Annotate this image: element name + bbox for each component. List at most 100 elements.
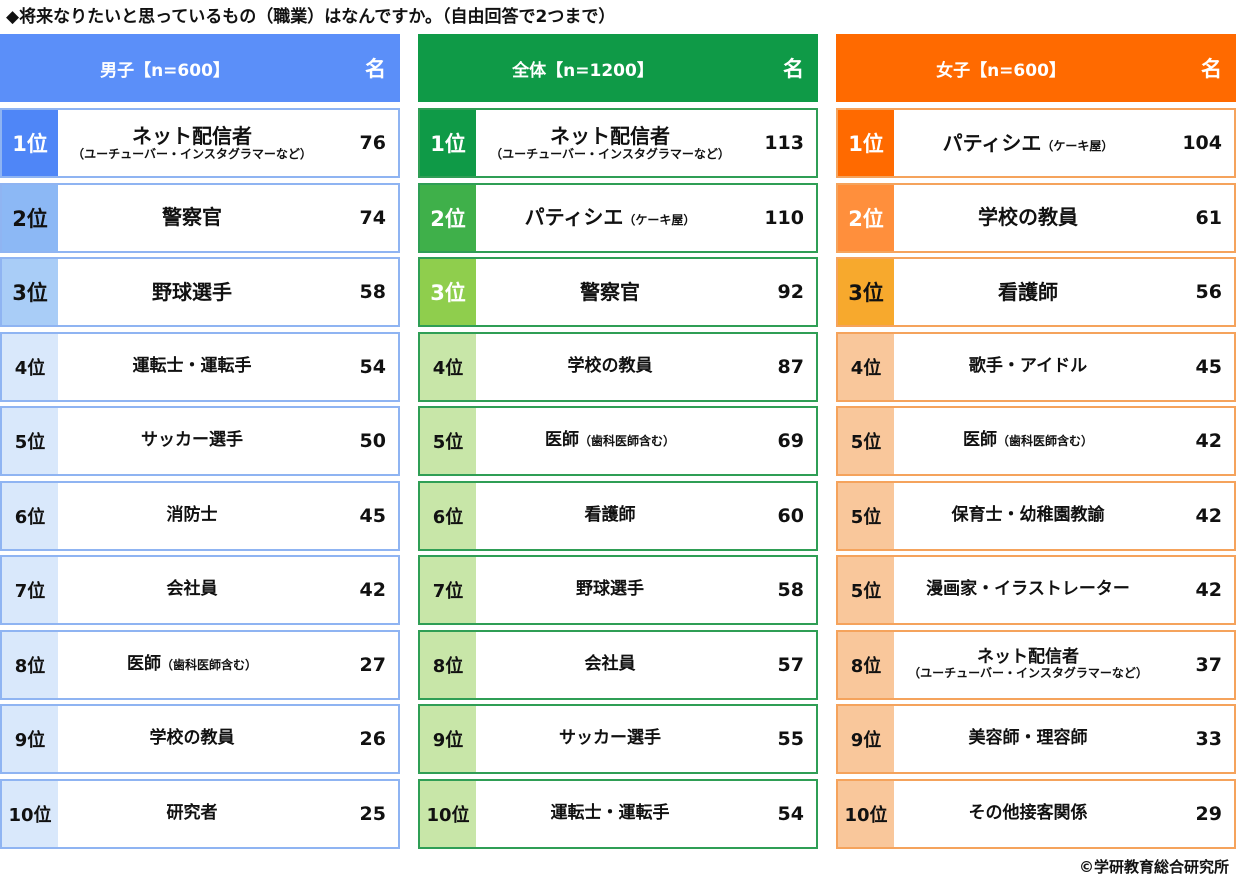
job-name: 学校の教員 <box>567 355 653 376</box>
value-cell: 56 <box>1195 281 1222 303</box>
value-cell: 54 <box>359 355 386 378</box>
table-row: 3位 野球選手 58 <box>0 257 400 327</box>
job-line: 医師（歯科医師含む） <box>963 430 1093 451</box>
rank-cell: 9位 <box>838 706 894 772</box>
rank-cell: 3位 <box>420 259 476 325</box>
rank-cell: 10位 <box>420 780 476 847</box>
job-cell: パティシエ（ケーキ屋） <box>894 110 1162 176</box>
copyright: ©学研教育総合研究所 <box>1078 858 1229 876</box>
table-header-unit: 名 <box>1201 57 1222 81</box>
job-cell: 医師（歯科医師含む） <box>58 632 326 698</box>
table-row: 9位 美容師・理容師 33 <box>836 704 1236 774</box>
job-cell: 会社員 <box>476 632 744 698</box>
value-cell: 42 <box>1195 430 1222 452</box>
rank-cell: 5位 <box>838 408 894 474</box>
job-cell: サッカー選手 <box>58 408 326 474</box>
rank-cell: 2位 <box>2 184 58 251</box>
job-name: 会社員 <box>166 579 218 600</box>
job-line: 医師（歯科医師含む） <box>545 430 675 451</box>
table-row: 10位 研究者 25 <box>0 778 400 849</box>
rank-cell: 9位 <box>2 706 58 772</box>
value-cell: 110 <box>764 206 804 229</box>
job-name: ネット配信者 <box>550 123 670 148</box>
job-name: その他接客関係 <box>968 802 1088 823</box>
value-cell: 29 <box>1195 802 1222 825</box>
table-row: 5位 サッカー選手 50 <box>0 406 400 476</box>
job-note: （ケーキ屋） <box>623 213 696 227</box>
job-line: パティシエ（ケーキ屋） <box>525 206 696 229</box>
value-cell: 42 <box>1195 579 1222 601</box>
rank-cell: 2位 <box>838 184 894 251</box>
rank-cell: 10位 <box>2 780 58 847</box>
rank-cell: 8位 <box>838 631 894 698</box>
value-cell: 45 <box>1195 355 1222 378</box>
job-cell: 野球選手 <box>58 259 326 325</box>
job-note: （ユーチューバー・インスタグラマーなど） <box>490 146 730 161</box>
job-name: 保育士・幼稚園教諭 <box>951 504 1105 525</box>
job-cell: 消防士 <box>58 483 326 549</box>
job-cell: 医師（歯科医師含む） <box>476 408 744 474</box>
table-row: 6位 消防士 45 <box>0 480 400 551</box>
value-cell: 58 <box>777 579 804 601</box>
rank-cell: 8位 <box>420 631 476 698</box>
value-cell: 58 <box>359 281 386 303</box>
table-row: 3位 警察官 92 <box>418 257 818 327</box>
job-note: （ユーチューバー・インスタグラマーなど） <box>72 146 312 161</box>
rank-cell: 5位 <box>838 557 894 623</box>
value-cell: 42 <box>1195 504 1222 527</box>
job-cell: その他接客関係 <box>894 781 1162 847</box>
job-name: サッカー選手 <box>141 430 243 451</box>
job-cell: 看護師 <box>894 259 1162 325</box>
table-row: 10位 運転士・運転手 54 <box>418 778 818 849</box>
job-name: パティシエ <box>942 130 1042 155</box>
job-name: 学校の教員 <box>149 728 235 749</box>
table-row: 8位 ネット配信者 （ユーチューバー・インスタグラマーなど） 37 <box>836 629 1236 700</box>
value-cell: 57 <box>777 653 804 676</box>
job-cell: 漫画家・イラストレーター <box>894 557 1162 623</box>
value-cell: 92 <box>777 281 804 303</box>
job-note: （ケーキ屋） <box>1041 138 1114 153</box>
value-cell: 26 <box>359 728 386 750</box>
value-cell: 27 <box>359 653 386 676</box>
table-row: 2位 警察官 74 <box>0 182 400 253</box>
table-row: 10位 その他接客関係 29 <box>836 778 1236 849</box>
job-cell: ネット配信者 （ユーチューバー・インスタグラマーなど） <box>894 632 1162 698</box>
rank-cell: 3位 <box>838 259 894 325</box>
table-row: 8位 医師（歯科医師含む） 27 <box>0 629 400 700</box>
job-note: （ユーチューバー・インスタグラマーなど） <box>908 666 1148 681</box>
table-row: 2位 パティシエ（ケーキ屋） 110 <box>418 182 818 253</box>
job-note: （歯科医師含む） <box>160 657 257 672</box>
value-cell: 25 <box>359 802 386 825</box>
job-cell: 研究者 <box>58 781 326 847</box>
job-name: 運転士・運転手 <box>550 802 670 823</box>
rank-cell: 4位 <box>838 333 894 400</box>
job-name: パティシエ <box>524 205 624 229</box>
table-row: 1位 ネット配信者 （ユーチューバー・インスタグラマーなど） 76 <box>0 108 400 178</box>
job-cell: 学校の教員 <box>476 334 744 400</box>
value-cell: 74 <box>359 206 386 229</box>
chart-title: ◆将来なりたいと思っているもの（職業）はなんですか。（自由回答で2つまで） <box>6 7 616 27</box>
table-header: 女子【n=600】 名 <box>836 34 1236 102</box>
job-name: 看護師 <box>584 504 636 525</box>
table-row: 2位 学校の教員 61 <box>836 182 1236 253</box>
table-row: 4位 歌手・アイドル 45 <box>836 331 1236 402</box>
rank-cell: 6位 <box>2 482 58 549</box>
job-cell: ネット配信者 （ユーチューバー・インスタグラマーなど） <box>58 110 326 176</box>
job-cell: 運転士・運転手 <box>58 334 326 400</box>
job-name: 警察官 <box>580 279 640 304</box>
job-cell: ネット配信者 （ユーチューバー・インスタグラマーなど） <box>476 110 744 176</box>
table-header-title: 女子【n=600】 <box>936 60 1066 81</box>
table-header: 男子【n=600】 名 <box>0 34 400 102</box>
rank-cell: 1位 <box>420 110 476 176</box>
value-cell: 104 <box>1182 132 1222 154</box>
rank-cell: 9位 <box>420 706 476 772</box>
value-cell: 54 <box>777 802 804 825</box>
job-name: 歌手・アイドル <box>968 355 1088 376</box>
job-cell: 警察官 <box>476 259 744 325</box>
rank-cell: 7位 <box>420 557 476 623</box>
value-cell: 76 <box>359 132 386 154</box>
table-row: 1位 ネット配信者 （ユーチューバー・インスタグラマーなど） 113 <box>418 108 818 178</box>
job-name: 医師 <box>126 653 161 674</box>
table-row: 5位 医師（歯科医師含む） 42 <box>836 406 1236 476</box>
ranking-table-0: 男子【n=600】名 1位 ネット配信者 （ユーチューバー・インスタグラマーなど） 76… <box>0 34 400 849</box>
